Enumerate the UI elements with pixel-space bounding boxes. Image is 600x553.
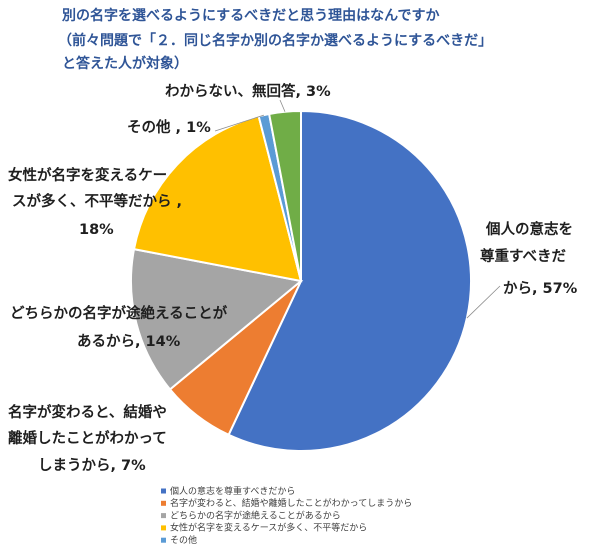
pie-slice-2	[130, 247, 304, 391]
data-label-1-2: しまうから, 7%	[38, 457, 146, 474]
chart-title-line-0: 別の名字を選べるようにするべきだと思う理由はなんですか	[61, 7, 439, 24]
legend-label-4: その他	[170, 534, 197, 546]
leader-line-4	[214, 114, 265, 132]
pie-slices	[130, 109, 473, 452]
chart-title-line-2: と答えた人が対象）	[62, 55, 188, 72]
legend-label-1: 名字が変わると、結婚や離婚したことがわかってしまうから	[170, 497, 412, 509]
legend-swatch-1	[161, 500, 166, 506]
data-label-0-0: 個人の意志を	[485, 220, 573, 238]
legend-label-0: 個人の意志を尊重すべきだから	[170, 485, 295, 497]
data-label-1-1: 離婚したことがわかって	[8, 429, 167, 447]
data-label-3-1: スが多く、不平等だから ,	[12, 192, 182, 210]
data-labels: 個人の意志を尊重すべきだから, 57% 名字が変わると、結婚や離婚したことがわかっ…	[8, 82, 578, 474]
legend-label-3: 女性が名字を変えるケースが多く、不平等だから	[170, 522, 367, 534]
legend-swatch-4	[161, 537, 166, 543]
data-label-1-0: 名字が変わると、結婚や	[8, 403, 167, 421]
data-label-5-0: わからない、無回答, 3%	[165, 82, 331, 100]
data-label-0-2: から, 57%	[503, 280, 578, 297]
leader-lines	[214, 99, 501, 319]
data-label-0-1: 尊重すべきだ	[480, 247, 566, 265]
legend-swatch-2	[161, 513, 166, 519]
chart-title-line-1: （前々問題で「２．同じ名字か別の名字か選べるようにするべきだ」	[58, 32, 492, 49]
legend: 個人の意志を尊重すべきだから名字が変わると、結婚や離婚したことがわかってしまうか…	[161, 485, 412, 546]
data-label-3-0: 女性が名字を変えるケー	[8, 166, 167, 184]
leader-line-5	[279, 99, 286, 112]
pie-slice-5	[267, 109, 302, 282]
data-label-4-0: その他 , 1%	[127, 118, 211, 136]
data-label-3-2: 18%	[79, 222, 114, 238]
leader-line-0	[466, 285, 501, 319]
legend-label-2: どちらかの名字が途絶えることがあるから	[170, 509, 341, 521]
data-label-2-1: あるから, 14%	[77, 333, 181, 350]
chart-title: 別の名字を選べるようにするべきだと思う理由はなんですか （前々問題で「２．同じ名字…	[58, 7, 492, 72]
data-label-2-0: どちらかの名字が途絶えることが	[10, 304, 228, 322]
legend-swatch-3	[161, 525, 166, 531]
pie-slice-3	[132, 115, 303, 283]
legend-swatch-0	[161, 488, 166, 494]
pie-slice-0	[227, 109, 473, 452]
